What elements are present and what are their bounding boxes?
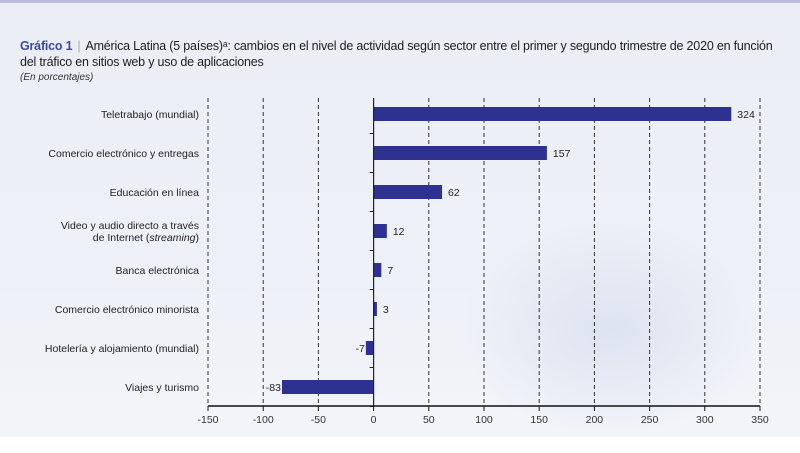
data-label: 7 xyxy=(387,265,393,277)
bar xyxy=(373,107,732,121)
x-tick-label: 100 xyxy=(475,414,493,426)
category-label: Comercio electrónico minorista xyxy=(55,304,199,316)
category-label: Viajes y turismo xyxy=(125,382,199,394)
background-glow xyxy=(460,220,760,440)
x-tick-label: 150 xyxy=(530,414,548,426)
x-tick-label: -50 xyxy=(311,414,326,426)
x-tick-label: -100 xyxy=(253,414,274,426)
x-tick-label: -150 xyxy=(197,414,218,426)
data-label: 157 xyxy=(553,148,571,160)
x-tick-label: 0 xyxy=(371,414,377,426)
figure-title: América Latina (5 países)ᵃ: cambios en e… xyxy=(20,39,773,69)
bar xyxy=(281,380,374,394)
figure-label: Gráfico 1 xyxy=(20,39,73,53)
x-tick-label: 300 xyxy=(696,414,714,426)
category-label: Teletrabajo (mundial) xyxy=(101,109,199,121)
bar xyxy=(365,341,374,355)
category-label: Banca electrónica xyxy=(116,265,200,277)
category-label: Video y audio directo a través xyxy=(61,220,199,232)
x-tick-label: 250 xyxy=(641,414,659,426)
bar xyxy=(373,263,382,277)
x-tick-label: 50 xyxy=(423,414,435,426)
title-separator: | xyxy=(77,39,81,53)
data-label: 12 xyxy=(393,226,405,238)
data-label: -7 xyxy=(356,343,365,355)
bar xyxy=(373,224,387,238)
data-label: 324 xyxy=(737,109,755,121)
bar xyxy=(373,185,443,199)
category-label: de Internet (streaming) xyxy=(93,232,199,244)
x-tick-label: 350 xyxy=(751,414,769,426)
bar xyxy=(373,302,377,316)
data-label: 3 xyxy=(383,304,389,316)
category-label: Educación en línea xyxy=(110,187,199,199)
data-label: 62 xyxy=(448,187,460,199)
data-label: -83 xyxy=(266,382,281,394)
category-label: Comercio electrónico y entregas xyxy=(48,148,199,160)
bottom-margin xyxy=(0,437,800,453)
x-tick-label: 200 xyxy=(586,414,604,426)
bar xyxy=(373,146,547,160)
chart-subtitle: (En porcentajes) xyxy=(20,72,94,83)
category-label: Hotelería y alojamiento (mundial) xyxy=(45,343,199,355)
chart-title: Gráfico 1 | América Latina (5 países)ᵃ: ca… xyxy=(20,38,780,70)
